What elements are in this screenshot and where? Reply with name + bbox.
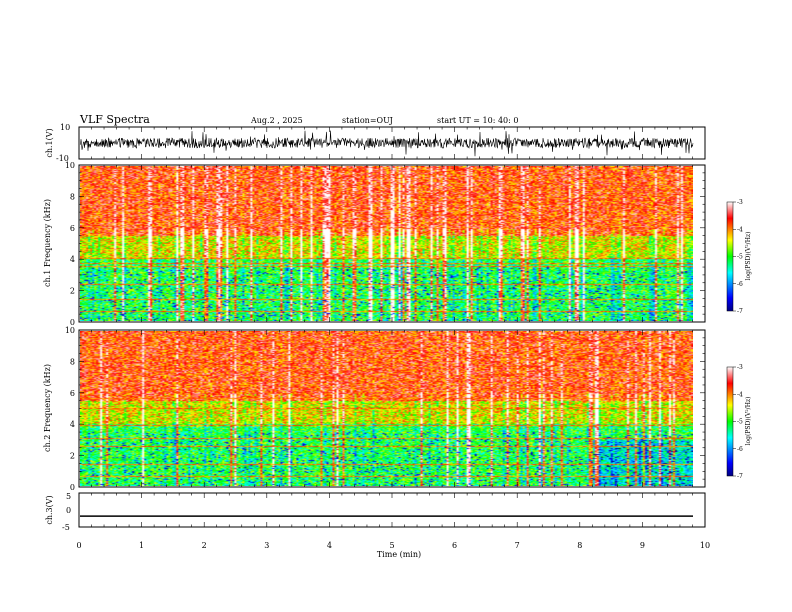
colorbar-ch2-tick-labels: -3 -4 -5 -6 -7 bbox=[733, 364, 743, 480]
time-tick-labels: 0 1 2 3 4 5 6 7 8 9 10 bbox=[76, 541, 710, 550]
ch2-spectrogram-ylabel: ch.2 Frequency (kHz) bbox=[43, 364, 52, 452]
ch3-ytick-5: 5 bbox=[66, 492, 71, 501]
time-tick-label: 4 bbox=[327, 541, 332, 550]
colorbar-tick-label: -3 bbox=[737, 364, 743, 371]
freq-tick-label: 8 bbox=[70, 357, 75, 366]
freq-tick-label: 6 bbox=[70, 224, 75, 233]
colorbar-ch2-gradient bbox=[726, 366, 734, 477]
time-tick-label: 2 bbox=[202, 541, 207, 550]
colorbar-tick-label: -6 bbox=[737, 446, 743, 453]
ch2-spectrogram-ticks bbox=[78, 329, 706, 488]
station-label: station=OUJ bbox=[342, 116, 393, 125]
colorbar-tick-label: -7 bbox=[737, 473, 743, 480]
time-tick-label: 8 bbox=[577, 541, 582, 550]
ch1-waveform-panel: 10 -10 ch.1(V) bbox=[45, 123, 706, 163]
ch3-waveform-frame bbox=[78, 492, 706, 528]
ch1-waveform-trace bbox=[79, 130, 694, 157]
start-ut-label: start UT = 10: 40: 0 bbox=[437, 116, 518, 125]
time-tick-label: 3 bbox=[264, 541, 269, 550]
time-tick-label: 7 bbox=[515, 541, 520, 550]
colorbar-ch1-tick-labels: -3 -4 -5 -6 -7 bbox=[733, 199, 743, 315]
ch1-waveform-ticks bbox=[78, 127, 706, 159]
freq-tick-label: 4 bbox=[70, 420, 75, 429]
ch1-ytick-bottom: -10 bbox=[56, 154, 69, 163]
colorbar-ch1-label: log(PSD)(V²/Hz) bbox=[745, 232, 752, 281]
figure-title: VLF Spectra bbox=[79, 113, 150, 126]
ch3-ytick-0: 0 bbox=[66, 506, 71, 515]
colorbar-tick-label: -4 bbox=[737, 391, 743, 398]
colorbar-tick-label: -3 bbox=[737, 199, 743, 206]
time-tick-label: 9 bbox=[640, 541, 645, 550]
time-tick-label: 6 bbox=[452, 541, 457, 550]
colorbar-tick-label: -5 bbox=[737, 254, 743, 261]
date-label: Aug.2 , 2025 bbox=[250, 116, 303, 125]
time-tick-label: 0 bbox=[76, 541, 81, 550]
freq-tick-label: 2 bbox=[70, 287, 75, 296]
ch2-spectrogram-panel: 0 2 4 6 8 10 ch.2 Frequency (kHz) bbox=[43, 326, 706, 492]
ch1-spectrogram-panel: 0 2 4 6 8 10 ch.1 Frequency (kHz) bbox=[43, 161, 706, 327]
ch2-freq-tick-labels: 0 2 4 6 8 10 bbox=[65, 326, 75, 492]
ch1-spectrogram-ticks bbox=[78, 164, 706, 323]
ch1-spectrogram-ylabel-channel: ch.1 Frequency (kHz) bbox=[43, 199, 52, 287]
ch1-waveform-ylabel: ch.1(V) bbox=[45, 128, 54, 157]
ch1-ytick-top: 10 bbox=[60, 123, 70, 132]
time-tick-label: 5 bbox=[389, 541, 394, 550]
colorbar-ch1-gradient bbox=[726, 201, 734, 312]
freq-tick-label: 6 bbox=[70, 389, 75, 398]
ch3-waveform-panel: 5 0 -5 ch.3(V) bbox=[45, 492, 706, 532]
freq-tick-label: 2 bbox=[70, 452, 75, 461]
time-tick-label: 10 bbox=[700, 541, 710, 550]
time-tick-label: 1 bbox=[139, 541, 144, 550]
colorbar-tick-label: -7 bbox=[737, 308, 743, 315]
freq-tick-label: 10 bbox=[65, 161, 75, 170]
ch2-spectrogram-heatmap bbox=[80, 331, 693, 486]
freq-tick-label: 4 bbox=[70, 255, 75, 264]
colorbar-ch2-label: log(PSD)(V²/Hz) bbox=[745, 397, 752, 446]
freq-tick-label: 0 bbox=[70, 318, 75, 327]
ch3-waveform-ticks bbox=[78, 493, 706, 527]
time-axis-label: Time (min) bbox=[377, 550, 421, 559]
colorbar-tick-label: -6 bbox=[737, 281, 743, 288]
colorbar-tick-label: -4 bbox=[737, 226, 743, 233]
freq-tick-label: 0 bbox=[70, 483, 75, 492]
ch3-ytick-neg5: -5 bbox=[62, 523, 70, 532]
colorbar-ch2: -3 -4 -5 -6 -7 log(PSD)(V²/Hz) bbox=[726, 364, 752, 480]
ch1-freq-tick-labels: 0 2 4 6 8 10 bbox=[65, 161, 75, 327]
freq-tick-label: 8 bbox=[70, 192, 75, 201]
colorbar-ch1: -3 -4 -5 -6 -7 log(PSD)(V²/Hz) bbox=[726, 199, 752, 315]
ch1-spectrogram-heatmap bbox=[80, 166, 693, 321]
freq-tick-label: 10 bbox=[65, 326, 75, 335]
colorbar-tick-label: -5 bbox=[737, 419, 743, 426]
ch3-waveform-ylabel: ch.3(V) bbox=[45, 495, 54, 524]
